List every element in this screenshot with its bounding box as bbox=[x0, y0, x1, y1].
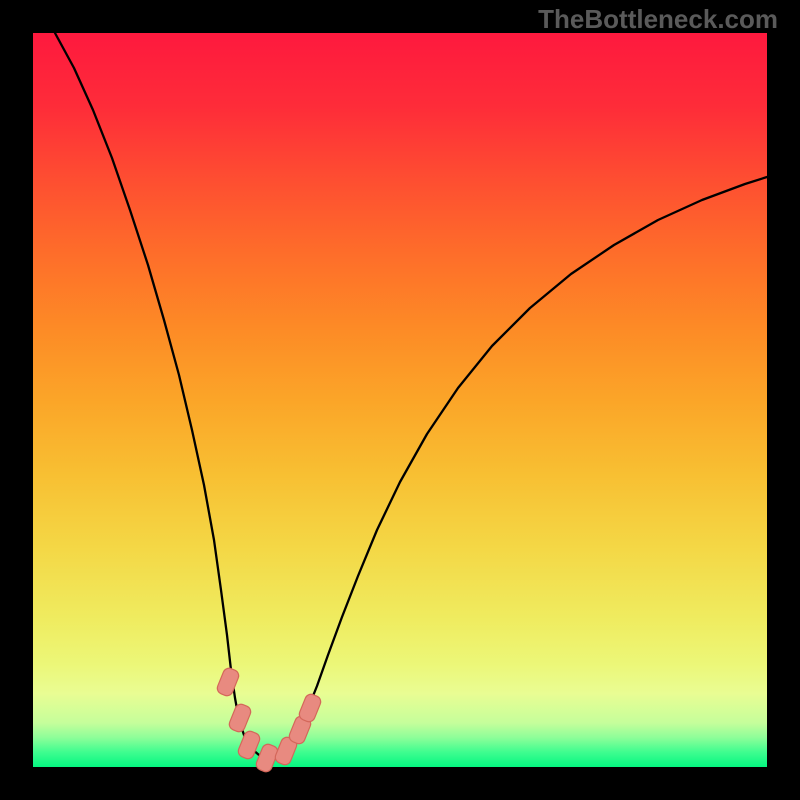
watermark-text: TheBottleneck.com bbox=[538, 4, 778, 35]
bottleneck-chart bbox=[0, 0, 800, 800]
plot-background bbox=[33, 33, 767, 767]
